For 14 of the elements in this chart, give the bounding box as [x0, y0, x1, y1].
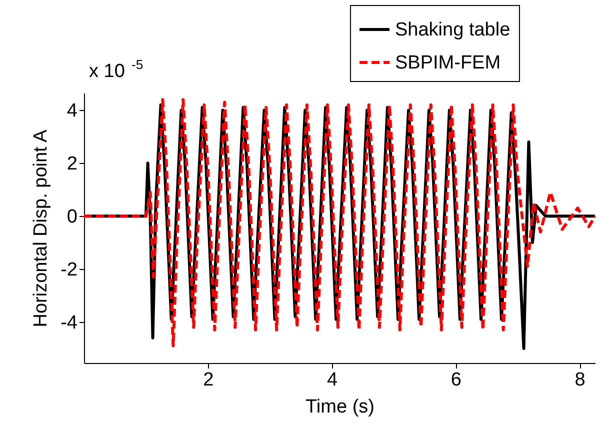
x-tick-label: 8	[574, 370, 586, 390]
y-tick-label: 2	[66, 154, 78, 175]
y-tick-label: -2	[60, 260, 78, 281]
legend-label: Shaking table	[395, 20, 510, 40]
y-tick-label: 4	[66, 100, 78, 122]
y-tick-label: 0	[66, 206, 78, 228]
x-tick-label: 6	[450, 370, 462, 390]
text: x 10-5	[89, 57, 144, 82]
x-axis-title: Time (s)	[306, 396, 374, 418]
y-axis-title: Horizontal Disp. point A	[30, 129, 52, 328]
x-tick-label: 2	[203, 370, 214, 390]
legend-label: SBPIM-FEM	[395, 52, 501, 74]
x-tick-label: 4	[326, 370, 338, 390]
y-tick-label: -4	[60, 312, 78, 334]
